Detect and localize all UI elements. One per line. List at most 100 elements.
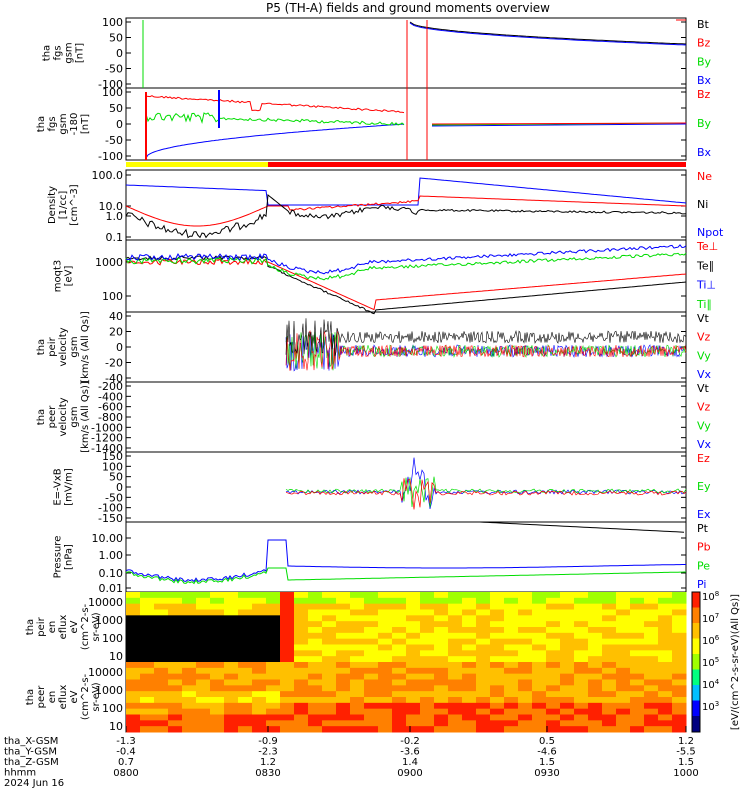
heatmap-cell-peir [154, 627, 169, 634]
heatmap-cell-peir [658, 627, 673, 634]
heatmap-cell-peer [616, 726, 631, 733]
heatmap-cell-peir [168, 592, 183, 599]
heatmap-cell-peir [210, 656, 225, 663]
heatmap-cell-peir [602, 644, 617, 651]
heatmap-cell-peer [644, 697, 659, 704]
heatmap-cell-peir [588, 609, 603, 616]
heatmap-cell-peer [560, 662, 575, 669]
heatmap-cell-peer [644, 673, 659, 680]
heatmap-cell-peer [308, 702, 323, 710]
heatmap-cell-peir [630, 615, 645, 622]
heatmap-cell-peer [588, 691, 603, 698]
heatmap-cell-peer [182, 667, 197, 675]
heatmap-cell-peir [168, 644, 183, 651]
heatmap-cell-peir [238, 592, 253, 599]
heatmap-cell-peir [350, 632, 365, 640]
heatmap-cell-peir [196, 603, 211, 610]
heatmap-cell-peer [196, 708, 211, 715]
heatmap-cell-peer [364, 691, 379, 698]
heatmap-cell-peir [280, 592, 295, 599]
heatmap-cell-peir [476, 592, 491, 599]
series-fgs-dsl-by [145, 112, 405, 126]
ylabel-peir-eflux: tha [25, 619, 36, 635]
heatmap-cell-peir [378, 621, 393, 628]
heatmap-cell-peir [406, 597, 421, 605]
heatmap-cell-peir [462, 621, 477, 628]
heatmap-cell-peir [658, 609, 673, 616]
heatmap-cell-peir [168, 656, 183, 663]
heatmap-cell-peer [252, 702, 267, 710]
heatmap-cell-peer [462, 714, 477, 721]
heatmap-cell-peir [420, 615, 435, 622]
heatmap-cell-peir [266, 597, 281, 605]
ylabel-peer-eflux: eV [69, 690, 80, 703]
heatmap-cell-peer [406, 679, 421, 686]
heatmap-cell-peir [378, 603, 393, 610]
heatmap-cell-peer [574, 685, 589, 692]
heatmap-cell-peer [658, 679, 673, 686]
ylabel-fgs-dsl: fgs [47, 116, 58, 131]
heatmap-cell-peir [350, 603, 365, 610]
heatmap-cell-peer [420, 691, 435, 698]
heatmap-cell-peir [350, 597, 365, 605]
ytick-label-fgs-dsl: 100 [102, 86, 123, 99]
heatmap-cell-peer [392, 685, 407, 692]
heatmap-cell-peir [280, 597, 295, 605]
heatmap-cell-peir [238, 656, 253, 663]
heatmap-cell-peer [140, 667, 155, 675]
heatmap-cell-peir [364, 609, 379, 616]
heatmap-cell-peir [196, 621, 211, 628]
heatmap-cell-peer [350, 714, 365, 721]
heatmap-cell-peer [672, 708, 687, 715]
heatmap-cell-peir [140, 603, 155, 610]
heatmap-cell-peir [462, 638, 477, 645]
heatmap-cell-peir [462, 656, 477, 663]
heatmap-cell-peir [448, 638, 463, 645]
heatmap-cell-peir [322, 609, 337, 616]
heatmap-cell-peir [644, 644, 659, 651]
heatmap-cell-peir [336, 638, 351, 645]
heatmap-cell-peer [546, 697, 561, 704]
heatmap-cell-peir [322, 650, 337, 657]
heatmap-cell-peir [140, 638, 155, 645]
heatmap-cell-peir [350, 615, 365, 622]
heatmap-cell-peir [546, 603, 561, 610]
heatmap-cell-peir [154, 650, 169, 657]
heatmap-cell-peer [644, 708, 659, 715]
heatmap-cell-peer [630, 685, 645, 692]
heatmap-cell-peir [588, 650, 603, 657]
heatmap-cell-peer [672, 673, 687, 680]
heatmap-cell-peir [518, 603, 533, 610]
ytick-label-fgs: 0 [116, 47, 123, 60]
heatmap-cell-peir [252, 627, 267, 634]
heatmap-cell-peer [280, 679, 295, 686]
heatmap-cell-peir [308, 597, 323, 605]
heatmap-cell-peer [336, 667, 351, 675]
heatmap-cell-peer [350, 673, 365, 680]
heatmap-cell-peer [490, 673, 505, 680]
heatmap-cell-peer [378, 714, 393, 721]
ytick-label-peer-eflux: 100 [102, 702, 123, 715]
heatmap-cell-peir [224, 609, 239, 616]
heatmap-cell-peer [294, 708, 309, 715]
heatmap-cell-peer [644, 720, 659, 727]
ytick-label-efield: -50 [105, 491, 123, 504]
heatmap-cell-peer [154, 697, 169, 704]
heatmap-cell-peer [364, 685, 379, 692]
heatmap-cell-peer [308, 662, 323, 669]
ytick-label-efield: 50 [109, 471, 123, 484]
heatmap-cell-peer [126, 702, 141, 710]
heatmap-cell-peer [462, 662, 477, 669]
heatmap-cell-peer [238, 726, 253, 733]
heatmap-cell-peer [210, 662, 225, 669]
heatmap-cell-peir [322, 638, 337, 645]
heatmap-cell-peer [294, 720, 309, 727]
heatmap-cell-peir [392, 650, 407, 657]
heatmap-cell-peer [574, 714, 589, 721]
heatmap-cell-peer [378, 679, 393, 686]
panel-frame-peer-velocity [125, 381, 687, 453]
heatmap-cell-peir [210, 597, 225, 605]
series-temp-te-perp [125, 258, 687, 311]
heatmap-cell-peer [350, 662, 365, 669]
